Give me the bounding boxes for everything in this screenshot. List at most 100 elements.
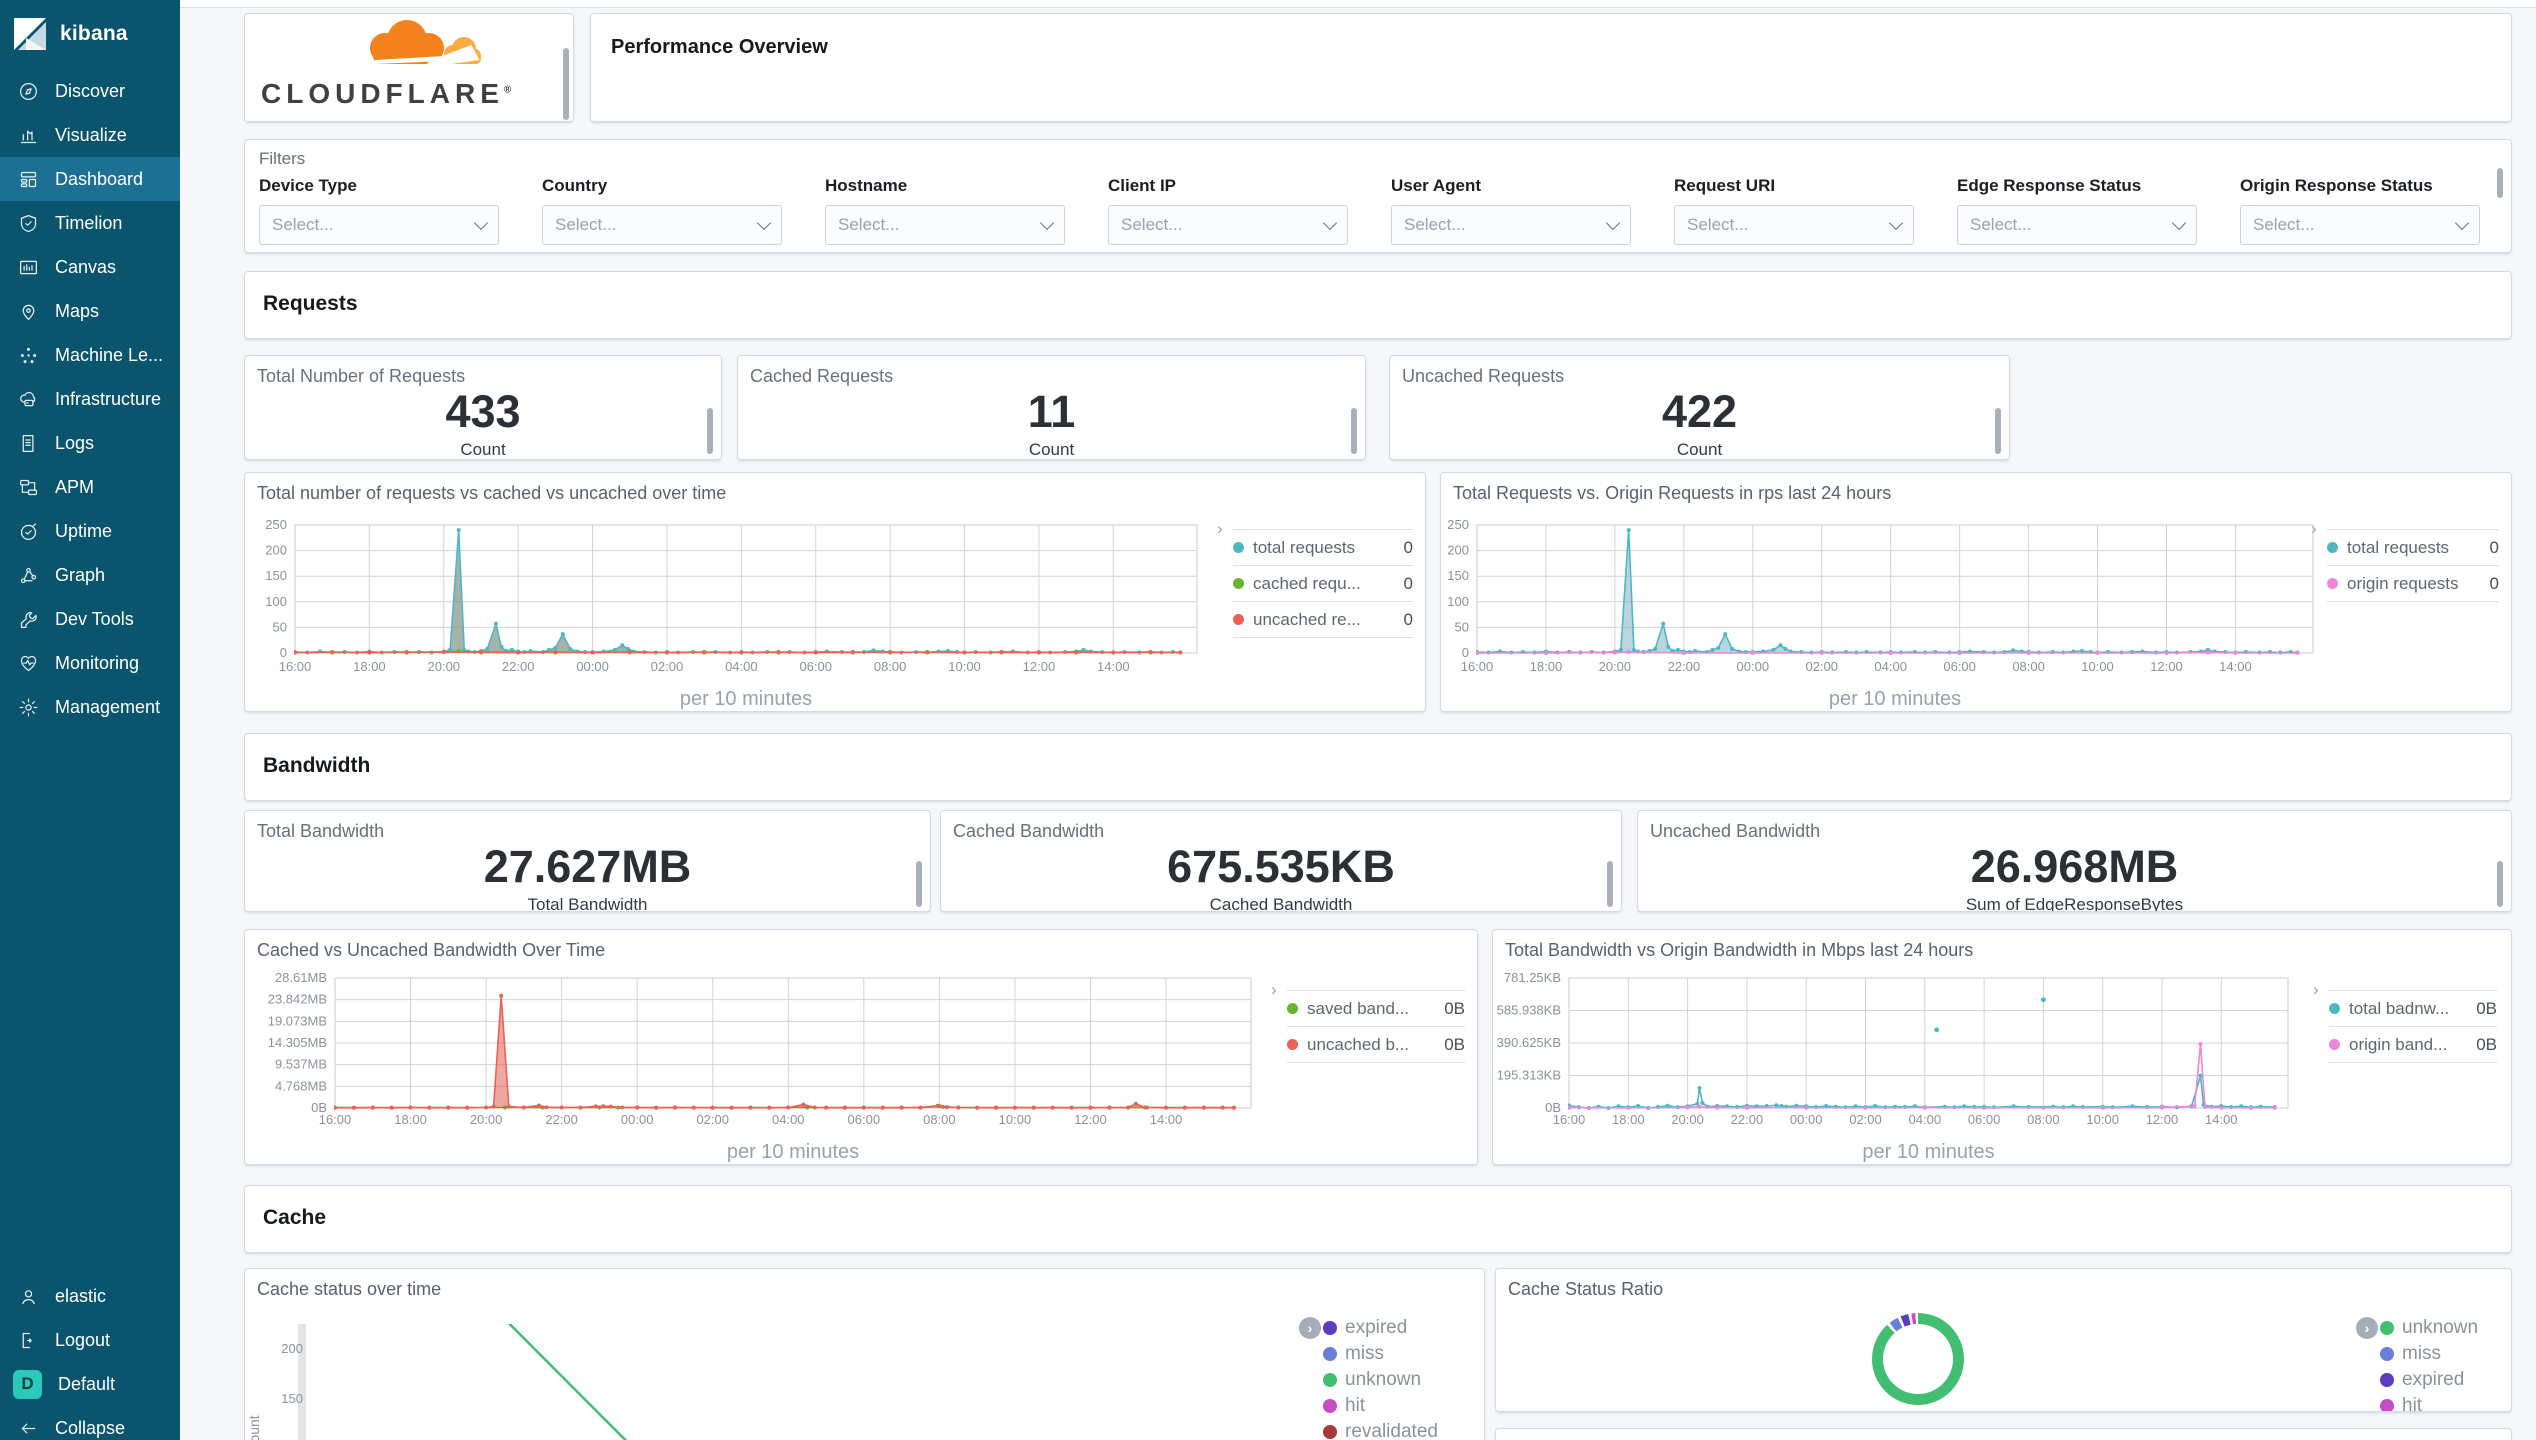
panel-scrollbar[interactable]	[563, 48, 569, 120]
chart-title: Total number of requests vs cached vs un…	[257, 483, 727, 503]
chart-total-vs-origin-requests: Total Requests vs. Origin Requests in rp…	[1440, 472, 2512, 712]
legend-item-expired[interactable]: expired	[2380, 1367, 2511, 1393]
sidebar-item-graph[interactable]: Graph	[0, 553, 180, 597]
filter-select[interactable]: Select...	[2240, 205, 2480, 245]
sidebar-item-canvas[interactable]: Canvas	[0, 245, 180, 289]
sidebar-item-discover[interactable]: Discover	[0, 69, 180, 113]
legend-label: total requests	[2347, 537, 2450, 557]
donut-chart[interactable]	[1872, 1313, 1964, 1405]
legend-toggle-chevron-icon[interactable]: ›	[1217, 519, 1223, 538]
sidebar-item-infrastructure[interactable]: Infrastructure	[0, 377, 180, 421]
chart-legend: expired miss unknown hit revalidated	[1323, 1315, 1473, 1440]
bandwidth-section-panel: Bandwidth	[244, 733, 2512, 801]
legend-toggle-chevron-icon[interactable]: ›	[2356, 1317, 2378, 1339]
svg-text:250: 250	[1447, 517, 1469, 532]
sidebar-item-machine-le[interactable]: Machine Le...	[0, 333, 180, 377]
panel-scrollbar[interactable]	[2497, 168, 2503, 198]
kibana-logo-icon	[12, 16, 48, 52]
metric-value: 433	[445, 386, 521, 437]
legend-item-origin-requests[interactable]: origin requests 0	[2327, 565, 2499, 602]
sidebar-footer-logout[interactable]: Logout	[0, 1318, 180, 1362]
svg-text:12:00: 12:00	[2150, 659, 2183, 674]
legend-item-revalidated[interactable]: revalidated	[1323, 1419, 1473, 1440]
filter-select[interactable]: Select...	[1391, 205, 1631, 245]
legend-toggle-chevron-icon[interactable]: ›	[1271, 980, 1277, 999]
panel-scrollbar[interactable]	[2497, 861, 2503, 907]
sidebar-item-monitoring[interactable]: Monitoring	[0, 641, 180, 685]
legend-item-hit[interactable]: hit	[1323, 1393, 1473, 1419]
dev-tools-icon	[17, 608, 39, 630]
metric-value: 422	[1661, 386, 1738, 437]
chart-title: Cache Status Ratio	[1508, 1279, 1664, 1299]
sidebar-item-timelion[interactable]: Timelion	[0, 201, 180, 245]
panel-scrollbar[interactable]	[916, 861, 922, 907]
svg-text:04:00: 04:00	[1909, 1112, 1942, 1127]
sidebar-item-maps[interactable]: Maps	[0, 289, 180, 333]
chart-total-vs-origin-bandwidth: Total Bandwidth vs Origin Bandwidth in M…	[1492, 929, 2512, 1165]
filter-field-request-uri: Request URI Select...	[1674, 176, 1957, 245]
filter-select[interactable]: Select...	[825, 205, 1065, 245]
legend-label: expired	[2402, 1369, 2465, 1390]
sidebar-footer-elastic[interactable]: elastic	[0, 1274, 180, 1318]
filters-row: Device Type Select... Country Select... Host…	[259, 176, 2497, 245]
filter-select[interactable]: Select...	[1108, 205, 1348, 245]
sidebar-item-dev-tools[interactable]: Dev Tools	[0, 597, 180, 641]
sidebar-item-apm[interactable]: APM	[0, 465, 180, 509]
legend-item-miss[interactable]: miss	[2380, 1341, 2511, 1367]
chart-canvas[interactable]: 200 150 Count expired miss unknown hit revalida…	[245, 1269, 1484, 1440]
chart-canvas[interactable]: unknown miss expired hit ›	[1496, 1269, 2511, 1411]
filter-select[interactable]: Select...	[542, 205, 782, 245]
filter-field-device-type: Device Type Select...	[259, 176, 542, 245]
legend-toggle-chevron-icon[interactable]: ›	[2313, 980, 2319, 999]
legend-item-total-badnw-[interactable]: total badnw... 0B	[2329, 990, 2497, 1026]
legend-item-expired[interactable]: expired	[1323, 1315, 1473, 1341]
select-placeholder: Select...	[2253, 215, 2315, 234]
svg-text:06:00: 06:00	[799, 659, 832, 674]
legend-item-cached-requ-[interactable]: cached requ... 0	[1233, 565, 1413, 601]
kibana-logo-text: kibana	[60, 22, 128, 45]
legend-item-total-requests[interactable]: total requests 0	[2327, 529, 2499, 565]
legend-toggle-chevron-icon[interactable]: ›	[2311, 519, 2317, 538]
panel-scrollbar[interactable]	[1351, 408, 1357, 454]
panel-scrollbar[interactable]	[707, 408, 713, 454]
legend-item-unknown[interactable]: unknown	[2380, 1315, 2511, 1341]
svg-text:per 10 minutes: per 10 minutes	[680, 688, 812, 710]
svg-text:0B: 0B	[1545, 1100, 1561, 1115]
legend-item-origin-band-[interactable]: origin band... 0B	[2329, 1026, 2497, 1063]
legend-toggle-chevron-icon[interactable]: ›	[1299, 1317, 1321, 1339]
legend-item-uncached-re-[interactable]: uncached re... 0	[1233, 601, 1413, 638]
legend-item-unknown[interactable]: unknown	[1323, 1367, 1473, 1393]
svg-text:585.938KB: 585.938KB	[1497, 1002, 1561, 1017]
filter-label: Origin Response Status	[2240, 176, 2433, 195]
sidebar-footer-default[interactable]: D Default	[0, 1362, 180, 1406]
svg-text:9.537MB: 9.537MB	[275, 1057, 327, 1072]
legend-item-uncached-b-[interactable]: uncached b... 0B	[1287, 1026, 1465, 1063]
filter-select[interactable]: Select...	[1674, 205, 1914, 245]
select-placeholder: Select...	[838, 215, 900, 234]
legend-item-saved-band-[interactable]: saved band... 0B	[1287, 990, 1465, 1026]
kibana-logo[interactable]: kibana	[0, 0, 180, 66]
select-placeholder: Select...	[1404, 215, 1466, 234]
filter-select[interactable]: Select...	[259, 205, 499, 245]
legend-item-hit[interactable]: hit	[2380, 1393, 2511, 1411]
sidebar-item-management[interactable]: Management	[0, 685, 180, 729]
legend-item-miss[interactable]: miss	[1323, 1341, 1473, 1367]
metric-caption: Count	[460, 440, 506, 459]
sidebar-item-uptime[interactable]: Uptime	[0, 509, 180, 553]
panel-scrollbar[interactable]	[1607, 861, 1613, 907]
panel-scrollbar[interactable]	[1995, 408, 2001, 454]
sidebar-footer-collapse[interactable]: Collapse	[0, 1406, 180, 1440]
section-title-requests: Requests	[263, 292, 358, 315]
chart-canvas[interactable]: 0B 195.313KB 390.625KB 585.938KB 781.25KB 16:…	[1493, 930, 2511, 1164]
legend-item-total-requests[interactable]: total requests 0	[1233, 529, 1413, 565]
svg-text:14.305MB: 14.305MB	[268, 1035, 327, 1050]
chart-canvas[interactable]: 0 50 100 150 200 250 16:00 18:00 20:00 22:00 00:00…	[245, 473, 1425, 711]
chart-canvas[interactable]: 0 50 100 150 200 250 16:00 18:00 20:00 22:00 00:00…	[1441, 473, 2511, 711]
sidebar-item-logs[interactable]: Logs	[0, 421, 180, 465]
chart-canvas[interactable]: 0B 4.768MB 9.537MB 14.305MB 19.073MB 23.842MB…	[245, 930, 1477, 1164]
sidebar-item-dashboard[interactable]: Dashboard	[0, 157, 180, 201]
select-placeholder: Select...	[272, 215, 334, 234]
filter-select[interactable]: Select...	[1957, 205, 2197, 245]
svg-text:50: 50	[1455, 619, 1469, 634]
sidebar-item-visualize[interactable]: Visualize	[0, 113, 180, 157]
